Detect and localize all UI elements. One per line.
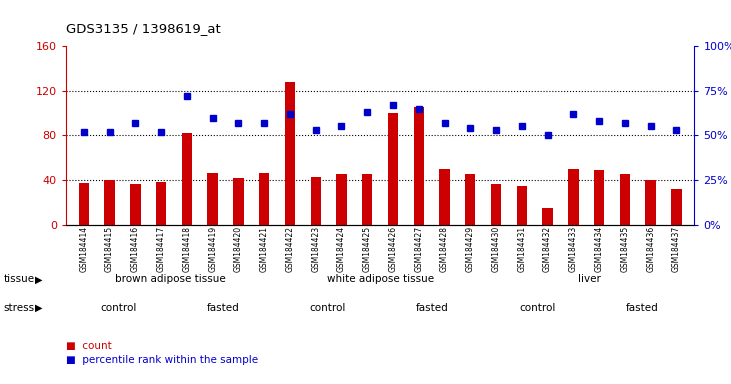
Bar <box>259 173 269 225</box>
Bar <box>439 169 450 225</box>
Text: fasted: fasted <box>207 303 239 313</box>
Bar <box>208 173 218 225</box>
Text: control: control <box>309 303 346 313</box>
Bar <box>79 183 89 225</box>
Bar <box>594 170 605 225</box>
Text: ▶: ▶ <box>35 274 42 285</box>
Bar <box>542 208 553 225</box>
Bar <box>285 82 295 225</box>
Text: white adipose tissue: white adipose tissue <box>327 274 433 285</box>
Bar <box>465 174 475 225</box>
Bar <box>645 180 656 225</box>
Bar <box>568 169 578 225</box>
Bar <box>311 177 321 225</box>
Text: tissue: tissue <box>4 274 35 285</box>
Bar <box>620 174 630 225</box>
Bar <box>182 133 192 225</box>
Bar <box>491 184 501 225</box>
Bar <box>156 182 166 225</box>
Text: brown adipose tissue: brown adipose tissue <box>115 274 226 285</box>
Text: control: control <box>519 303 556 313</box>
Bar <box>388 113 398 225</box>
Bar <box>130 184 140 225</box>
Text: fasted: fasted <box>416 303 449 313</box>
Text: stress: stress <box>4 303 35 313</box>
Bar <box>517 185 527 225</box>
Text: fasted: fasted <box>626 303 659 313</box>
Bar <box>105 180 115 225</box>
Text: GDS3135 / 1398619_at: GDS3135 / 1398619_at <box>66 22 221 35</box>
Text: ■  count: ■ count <box>66 341 112 351</box>
Text: ■  percentile rank within the sample: ■ percentile rank within the sample <box>66 355 258 365</box>
Bar <box>671 189 681 225</box>
Text: liver: liver <box>578 274 601 285</box>
Text: control: control <box>100 303 137 313</box>
Bar <box>414 108 424 225</box>
Text: ▶: ▶ <box>35 303 42 313</box>
Bar <box>336 174 346 225</box>
Bar <box>233 178 243 225</box>
Bar <box>362 174 372 225</box>
